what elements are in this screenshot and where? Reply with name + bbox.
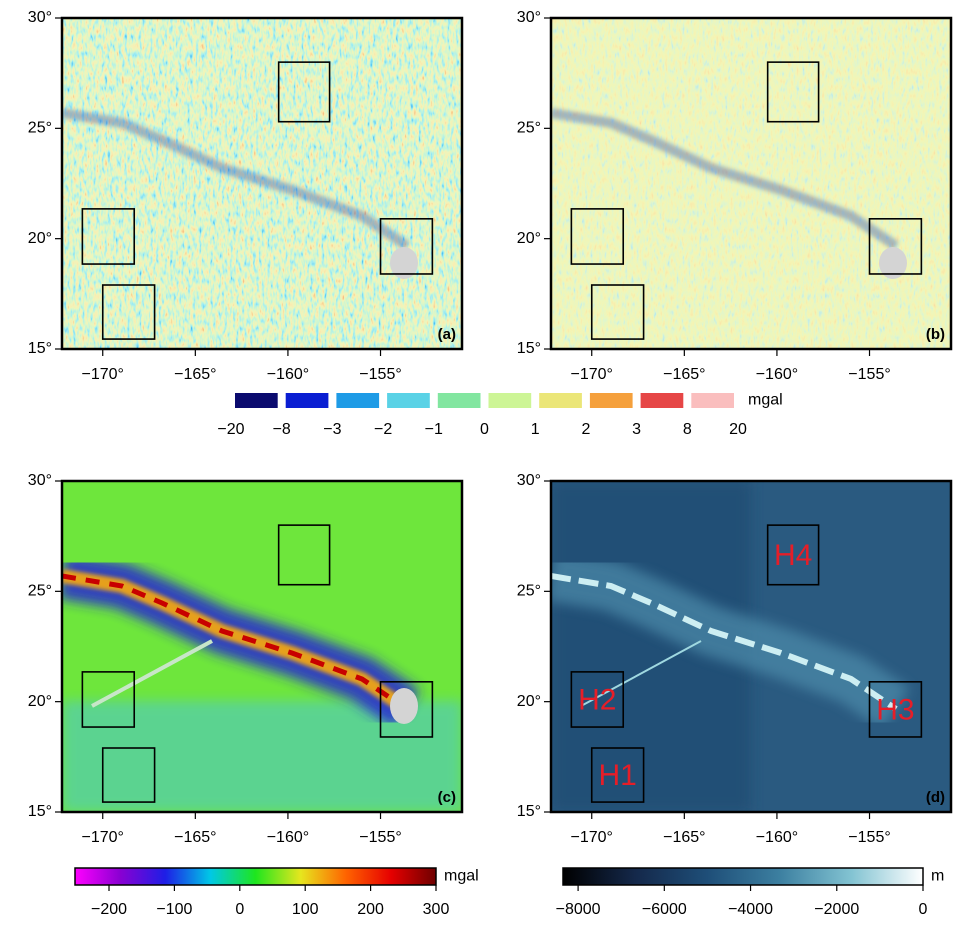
y-tick-label: 15° <box>28 340 52 357</box>
color-swatch <box>286 393 329 408</box>
x-tick-label: −160° <box>267 829 309 846</box>
region-label: H4 <box>774 539 812 572</box>
color-swatch <box>539 393 582 408</box>
x-tick-label: −170° <box>571 829 613 846</box>
colorbar-tick-label: 0 <box>235 901 244 918</box>
colorbar-tick-label: 100 <box>292 901 319 918</box>
x-tick-label: −160° <box>756 829 798 846</box>
colorbar-tick-label: 200 <box>357 901 384 918</box>
y-tick-label: 30° <box>517 9 541 26</box>
x-tick-label: −155° <box>848 366 890 383</box>
colorbar-tick-label: −6000 <box>642 901 687 918</box>
y-tick-label: 30° <box>517 472 541 489</box>
y-tick-label: 20° <box>28 230 52 247</box>
color-swatch <box>641 393 684 408</box>
map-panel: (b) −170° −165° −160° −155° 15° 20° 25° 30° <box>517 9 951 383</box>
colorbar-ramp <box>75 868 436 885</box>
raster <box>551 18 951 349</box>
colorbar-tick-label: −20 <box>217 421 244 438</box>
colorbar-unit: mgal <box>444 868 479 885</box>
color-swatch <box>590 393 633 408</box>
x-tick-label: −165° <box>174 366 216 383</box>
colorbar-tick-label: 0 <box>919 901 928 918</box>
colorbar-tick-label: 20 <box>729 421 747 438</box>
colorbar-tick-label: −2 <box>374 421 392 438</box>
x-tick-label: −160° <box>267 366 309 383</box>
map-panel: H4 H2 H1 H3 (d) −170° −165° −160° −155° 15° 20° 25°… <box>517 472 951 846</box>
y-tick-label: 15° <box>28 803 52 820</box>
x-tick-label: −155° <box>848 829 890 846</box>
x-tick-label: −155° <box>359 829 401 846</box>
colorbar-tick-label: 3 <box>632 421 641 438</box>
map-panel: (a) −170° −165° −160° −155° 15° 20° 25° 30° <box>28 9 462 383</box>
colorbar-tick-label: −2000 <box>814 901 859 918</box>
y-tick-label: 15° <box>517 803 541 820</box>
color-swatch <box>489 393 532 408</box>
colorbar: −8000 −6000 −4000 −2000 0m <box>556 868 945 919</box>
y-tick-label: 20° <box>517 693 541 710</box>
colorbar-tick-label: −100 <box>156 901 192 918</box>
raster <box>62 481 462 812</box>
colorbar-tick-label: 300 <box>423 901 450 918</box>
color-swatch <box>336 393 379 408</box>
panel-label: (d) <box>926 789 945 806</box>
x-tick-label: −165° <box>174 829 216 846</box>
colorbar-ramp <box>563 868 923 885</box>
figure: (a) −170° −165° −160° −155° 15° 20° 25° 30° (b) −1… <box>0 0 975 921</box>
map-panel: (c) −170° −165° −160° −155° 15° 20° 25° 30° <box>28 472 462 846</box>
y-tick-label: 25° <box>28 120 52 137</box>
x-tick-label: −165° <box>663 829 705 846</box>
colorbar-tick-label: 8 <box>683 421 692 438</box>
color-swatch <box>691 393 734 408</box>
panel-label: (c) <box>438 789 456 806</box>
region-label: H1 <box>598 759 636 792</box>
region-label: H3 <box>876 693 914 726</box>
colorbar-tick-label: 2 <box>581 421 590 438</box>
colorbar-tick-label: −1 <box>425 421 443 438</box>
x-tick-label: −170° <box>571 366 613 383</box>
x-tick-label: −155° <box>359 366 401 383</box>
x-tick-label: −170° <box>82 829 124 846</box>
y-tick-label: 25° <box>517 120 541 137</box>
colorbar-tick-label: 0 <box>480 421 489 438</box>
island <box>390 688 418 724</box>
y-tick-label: 30° <box>28 472 52 489</box>
color-swatch <box>235 393 278 408</box>
y-tick-label: 20° <box>28 693 52 710</box>
region-label: H2 <box>578 683 616 716</box>
color-swatch <box>387 393 430 408</box>
colorbar-tick-label: 1 <box>531 421 540 438</box>
y-tick-label: 25° <box>28 583 52 600</box>
x-tick-label: −170° <box>82 366 124 383</box>
y-tick-label: 30° <box>28 9 52 26</box>
y-tick-label: 25° <box>517 583 541 600</box>
x-tick-label: −160° <box>756 366 798 383</box>
colorbar-tick-label: −8 <box>273 421 291 438</box>
colorbar-unit: mgal <box>748 392 783 409</box>
colorbar: −200 −100 0 100 200 300 mgal <box>75 868 479 919</box>
colorbar-tick-label: −8000 <box>556 901 601 918</box>
colorbar-unit: m <box>931 868 944 885</box>
colorbar-tick-label: −3 <box>323 421 341 438</box>
y-tick-label: 15° <box>517 340 541 357</box>
x-tick-label: −165° <box>663 366 705 383</box>
colorbar-tick-label: −4000 <box>728 901 773 918</box>
panel-label: (b) <box>926 326 945 343</box>
raster <box>62 18 462 349</box>
color-swatch <box>438 393 481 408</box>
colorbar-tick-label: −200 <box>91 901 127 918</box>
panel-label: (a) <box>438 326 456 343</box>
y-tick-label: 20° <box>517 230 541 247</box>
